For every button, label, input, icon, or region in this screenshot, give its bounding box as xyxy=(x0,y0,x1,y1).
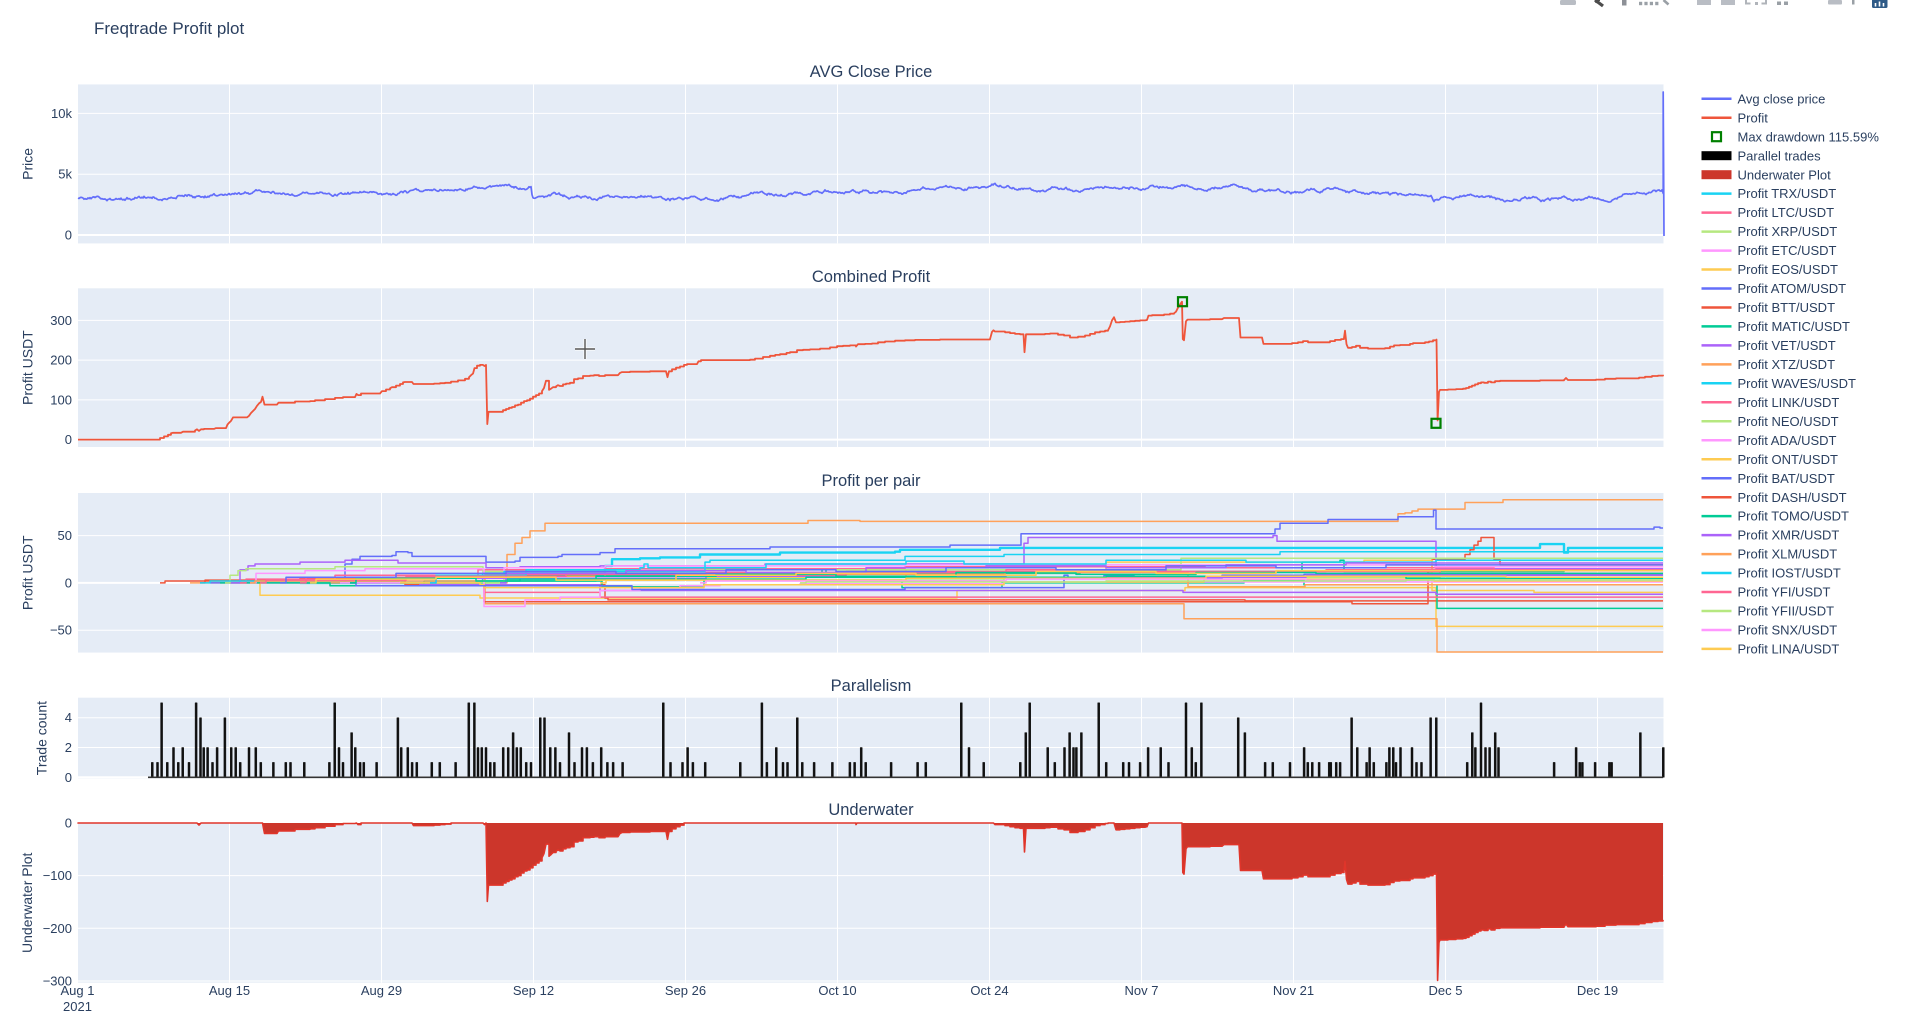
svg-text:50: 50 xyxy=(58,528,72,543)
svg-text:Avg close price: Avg close price xyxy=(1738,91,1826,106)
svg-text:Dec 19: Dec 19 xyxy=(1577,983,1618,998)
svg-text:Profit USDT: Profit USDT xyxy=(20,330,36,405)
svg-text:4: 4 xyxy=(65,710,72,725)
svg-text:Combined Profit: Combined Profit xyxy=(812,268,931,286)
svg-text:Profit BAT/USDT: Profit BAT/USDT xyxy=(1738,471,1835,486)
svg-text:Nov 7: Nov 7 xyxy=(1125,983,1159,998)
svg-text:100: 100 xyxy=(50,392,72,407)
svg-text:−200: −200 xyxy=(43,921,72,936)
svg-text:0: 0 xyxy=(65,228,72,243)
svg-text:Profit TOMO/USDT: Profit TOMO/USDT xyxy=(1738,509,1850,524)
svg-text:Aug 1: Aug 1 xyxy=(61,983,95,998)
svg-text:Profit TRX/USDT: Profit TRX/USDT xyxy=(1738,186,1837,201)
svg-text:Dec 5: Dec 5 xyxy=(1429,983,1463,998)
svg-text:Profit BTT/USDT: Profit BTT/USDT xyxy=(1738,300,1836,315)
svg-text:−100: −100 xyxy=(43,868,72,883)
svg-text:Profit XRP/USDT: Profit XRP/USDT xyxy=(1738,224,1838,239)
svg-text:Profit per pair: Profit per pair xyxy=(821,472,921,490)
svg-text:Oct 24: Oct 24 xyxy=(970,983,1008,998)
svg-text:Profit LTC/USDT: Profit LTC/USDT xyxy=(1738,205,1835,220)
svg-text:Profit XTZ/USDT: Profit XTZ/USDT xyxy=(1738,357,1836,372)
svg-text:0: 0 xyxy=(65,816,72,831)
svg-text:Profit YFI/USDT: Profit YFI/USDT xyxy=(1738,585,1831,600)
svg-text:5k: 5k xyxy=(58,167,72,182)
svg-text:Parallel trades: Parallel trades xyxy=(1738,148,1822,163)
svg-text:2: 2 xyxy=(65,740,72,755)
svg-text:Profit ADA/USDT: Profit ADA/USDT xyxy=(1738,433,1837,448)
svg-text:−50: −50 xyxy=(50,623,72,638)
svg-text:Profit YFII/USDT: Profit YFII/USDT xyxy=(1738,604,1835,619)
svg-text:−300: −300 xyxy=(43,974,72,989)
svg-text:Profit VET/USDT: Profit VET/USDT xyxy=(1738,338,1836,353)
svg-text:Nov 21: Nov 21 xyxy=(1273,983,1314,998)
svg-text:2021: 2021 xyxy=(63,999,92,1014)
svg-text:Underwater Plot: Underwater Plot xyxy=(1738,167,1832,182)
svg-text:Profit SNX/USDT: Profit SNX/USDT xyxy=(1738,623,1838,638)
svg-text:Profit LINK/USDT: Profit LINK/USDT xyxy=(1738,395,1840,410)
svg-text:Profit LINA/USDT: Profit LINA/USDT xyxy=(1738,642,1840,657)
svg-text:Underwater Plot: Underwater Plot xyxy=(19,853,35,953)
svg-text:Freqtrade Profit plot: Freqtrade Profit plot xyxy=(94,19,245,38)
svg-text:300: 300 xyxy=(50,313,72,328)
svg-text:200: 200 xyxy=(50,353,72,368)
svg-text:Profit NEO/USDT: Profit NEO/USDT xyxy=(1738,414,1839,429)
svg-text:Underwater: Underwater xyxy=(828,801,914,819)
svg-text:Sep 12: Sep 12 xyxy=(513,983,554,998)
svg-text:Trade count: Trade count xyxy=(34,701,50,775)
svg-text:Profit: Profit xyxy=(1738,110,1769,125)
svg-text:AVG Close Price: AVG Close Price xyxy=(810,63,933,81)
svg-text:Oct 10: Oct 10 xyxy=(818,983,856,998)
svg-text:Profit XLM/USDT: Profit XLM/USDT xyxy=(1738,547,1838,562)
svg-text:Profit USDT: Profit USDT xyxy=(20,535,36,610)
svg-text:Profit EOS/USDT: Profit EOS/USDT xyxy=(1738,262,1838,277)
svg-text:Profit XMR/USDT: Profit XMR/USDT xyxy=(1738,528,1840,543)
svg-text:Parallelism: Parallelism xyxy=(831,677,912,695)
svg-text:10k: 10k xyxy=(51,106,72,121)
svg-text:Profit IOST/USDT: Profit IOST/USDT xyxy=(1738,566,1841,581)
svg-text:Profit ATOM/USDT: Profit ATOM/USDT xyxy=(1738,281,1847,296)
svg-text:0: 0 xyxy=(65,770,72,785)
svg-text:0: 0 xyxy=(65,575,72,590)
svg-text:Max drawdown 115.59%: Max drawdown 115.59% xyxy=(1738,129,1880,144)
svg-text:Profit DASH/USDT: Profit DASH/USDT xyxy=(1738,490,1847,505)
svg-text:Aug 15: Aug 15 xyxy=(209,983,250,998)
svg-text:Aug 29: Aug 29 xyxy=(361,983,402,998)
svg-text:Profit WAVES/USDT: Profit WAVES/USDT xyxy=(1738,376,1857,391)
svg-text:Profit ONT/USDT: Profit ONT/USDT xyxy=(1738,452,1838,467)
svg-text:Price: Price xyxy=(20,148,36,180)
svg-text:Profit ETC/USDT: Profit ETC/USDT xyxy=(1738,243,1837,258)
svg-text:Profit MATIC/USDT: Profit MATIC/USDT xyxy=(1738,319,1850,334)
svg-text:0: 0 xyxy=(65,432,72,447)
svg-text:Sep 26: Sep 26 xyxy=(665,983,706,998)
